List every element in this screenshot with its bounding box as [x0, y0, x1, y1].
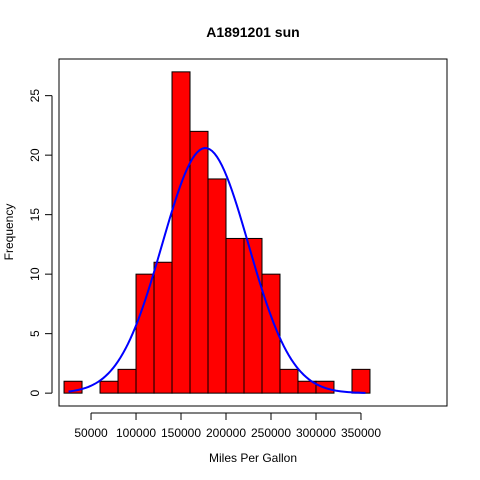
y-tick-label: 0: [28, 389, 42, 396]
y-tick-label: 15: [28, 208, 42, 222]
histogram-bar: [207, 178, 227, 394]
normal-curve: [68, 147, 366, 394]
x-tick-label: 350000: [341, 426, 381, 440]
histogram-bar: [135, 273, 155, 394]
y-tick-label: 25: [28, 89, 42, 103]
y-axis-label: Frequency: [2, 204, 16, 261]
x-tick-label: 100000: [116, 426, 156, 440]
histogram-bar: [117, 368, 137, 394]
y-tick-label: 5: [28, 330, 42, 337]
x-tick-label: 250000: [251, 426, 291, 440]
histogram-bar: [225, 237, 245, 394]
chart-title: A1891201 sun: [206, 24, 299, 40]
histogram-bar: [189, 130, 209, 394]
x-axis-label: Miles Per Gallon: [209, 451, 297, 465]
histogram-bar: [171, 71, 191, 394]
histogram-bar: [351, 368, 371, 394]
y-tick-label: 10: [28, 267, 42, 281]
histogram-bars: [63, 71, 371, 394]
x-tick-label: 50000: [74, 426, 108, 440]
histogram-bar: [153, 261, 173, 394]
y-tick-label: 20: [28, 148, 42, 162]
histogram-bar: [99, 380, 119, 394]
x-tick-label: 150000: [161, 426, 201, 440]
histogram-bar: [63, 380, 83, 394]
y-axis: 0 5 10 15 20 25: [28, 89, 53, 396]
histogram-bar: [279, 368, 299, 394]
plot-frame: [58, 58, 448, 407]
x-tick-label: 300000: [296, 426, 336, 440]
x-axis: 50000 100000 150000 200000 250000 300000 35000…: [74, 412, 381, 440]
x-tick-label: 200000: [206, 426, 246, 440]
